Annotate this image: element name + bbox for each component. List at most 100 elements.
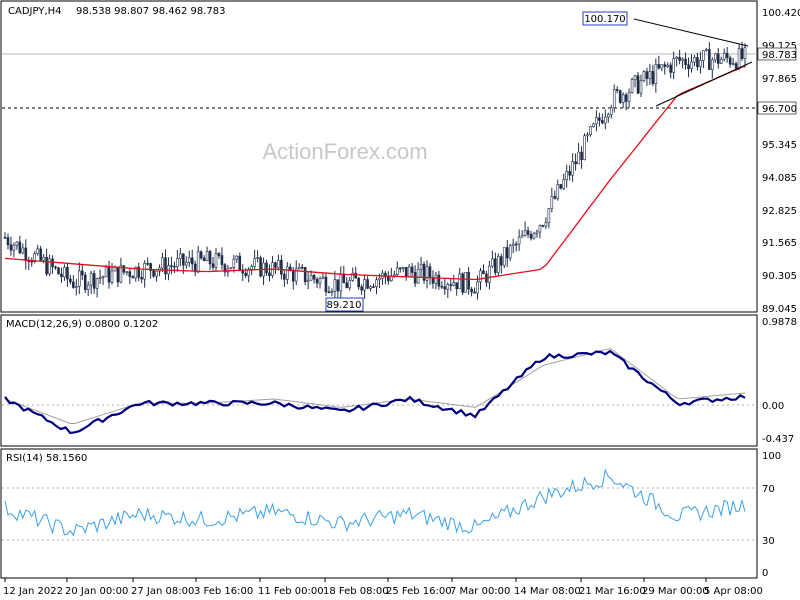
candle bbox=[556, 184, 560, 199]
candle bbox=[286, 266, 289, 280]
price-panel-frame bbox=[0, 0, 758, 313]
macd-tick: 0.9878 bbox=[762, 317, 797, 328]
candle bbox=[321, 276, 325, 279]
candle bbox=[179, 253, 182, 259]
candle bbox=[491, 258, 494, 267]
candle bbox=[705, 49, 708, 51]
candle bbox=[182, 253, 185, 266]
candle bbox=[639, 80, 643, 94]
candle bbox=[621, 94, 625, 103]
macd-panel-frame bbox=[0, 314, 758, 447]
macd-tick: -0.437 bbox=[762, 434, 794, 445]
candle bbox=[398, 267, 402, 270]
candle bbox=[604, 116, 607, 124]
rsi-tick: 70 bbox=[762, 484, 775, 495]
candle bbox=[624, 94, 628, 102]
watermark: ActionForex.com bbox=[262, 139, 427, 164]
candle bbox=[104, 266, 108, 278]
candle bbox=[146, 263, 149, 265]
candle bbox=[500, 256, 503, 266]
candle bbox=[72, 281, 75, 288]
candle bbox=[461, 273, 464, 293]
candle bbox=[265, 262, 268, 274]
time-axis: 12 Jan 2022 20 Jan 00:00 27 Jan 08:00 3 … bbox=[3, 578, 763, 597]
candle bbox=[488, 265, 491, 283]
candle bbox=[416, 268, 420, 284]
candle bbox=[208, 251, 212, 265]
candle bbox=[152, 270, 155, 277]
support-marker bbox=[757, 101, 797, 115]
candle bbox=[75, 285, 78, 288]
candle bbox=[615, 89, 619, 91]
candle bbox=[202, 257, 206, 262]
candle bbox=[410, 266, 414, 273]
candle bbox=[283, 273, 286, 280]
candle bbox=[54, 266, 57, 269]
candle bbox=[550, 196, 554, 209]
candle bbox=[140, 277, 144, 280]
moving-average-line bbox=[4, 65, 746, 281]
candle bbox=[190, 257, 194, 265]
rsi-line bbox=[4, 468, 746, 537]
candle bbox=[446, 284, 450, 290]
candle bbox=[678, 56, 681, 61]
candle bbox=[155, 270, 158, 277]
candle bbox=[523, 230, 527, 236]
time-tick: 7 Mar 00:00 bbox=[450, 586, 510, 597]
candle bbox=[458, 273, 461, 290]
time-tick: 3 Feb 16:00 bbox=[194, 586, 253, 597]
candle bbox=[277, 259, 280, 268]
candle bbox=[48, 258, 51, 275]
candle bbox=[520, 235, 524, 238]
candle bbox=[244, 272, 248, 276]
candle bbox=[342, 273, 346, 284]
candle bbox=[315, 278, 319, 284]
candle bbox=[734, 63, 738, 69]
candle bbox=[306, 279, 310, 283]
candle bbox=[577, 151, 580, 165]
lower-trendline bbox=[655, 61, 753, 107]
candle bbox=[57, 267, 60, 275]
candle bbox=[425, 266, 429, 281]
candle bbox=[241, 270, 245, 274]
candle bbox=[235, 255, 239, 260]
candle bbox=[592, 123, 595, 127]
candle bbox=[378, 277, 381, 281]
candle bbox=[595, 117, 598, 125]
candle bbox=[455, 282, 459, 290]
candle bbox=[309, 274, 313, 281]
candle bbox=[6, 237, 10, 246]
candle bbox=[300, 266, 304, 269]
candle bbox=[327, 291, 331, 294]
candle bbox=[642, 71, 646, 81]
candle bbox=[256, 257, 259, 259]
time-tick: 5 Apr 08:00 bbox=[704, 586, 763, 597]
candle bbox=[137, 266, 141, 278]
candle bbox=[728, 57, 732, 65]
candle bbox=[3, 237, 7, 239]
time-tick: 25 Feb 16:00 bbox=[386, 586, 452, 597]
candle bbox=[618, 90, 622, 103]
candle bbox=[470, 288, 473, 293]
candle bbox=[131, 276, 135, 279]
candle bbox=[535, 231, 539, 234]
candle bbox=[107, 266, 111, 283]
candle bbox=[494, 258, 497, 273]
rsi-panel-frame bbox=[0, 448, 758, 579]
rsi-tick: 0 bbox=[762, 568, 768, 579]
price-tick: 95.345 bbox=[762, 140, 797, 151]
macd-signal-line bbox=[4, 348, 746, 424]
candle bbox=[669, 64, 673, 73]
candle bbox=[452, 282, 456, 286]
candle bbox=[318, 278, 322, 284]
candle bbox=[562, 179, 566, 189]
candle bbox=[713, 53, 717, 61]
time-tick: 21 Mar 16:00 bbox=[579, 586, 646, 597]
candle bbox=[711, 59, 714, 70]
candle bbox=[497, 256, 500, 273]
symbol-label: CADJPY,H4 bbox=[8, 6, 61, 17]
candle bbox=[372, 286, 375, 288]
candle bbox=[449, 284, 453, 286]
candle bbox=[199, 251, 203, 259]
candle bbox=[291, 270, 295, 282]
